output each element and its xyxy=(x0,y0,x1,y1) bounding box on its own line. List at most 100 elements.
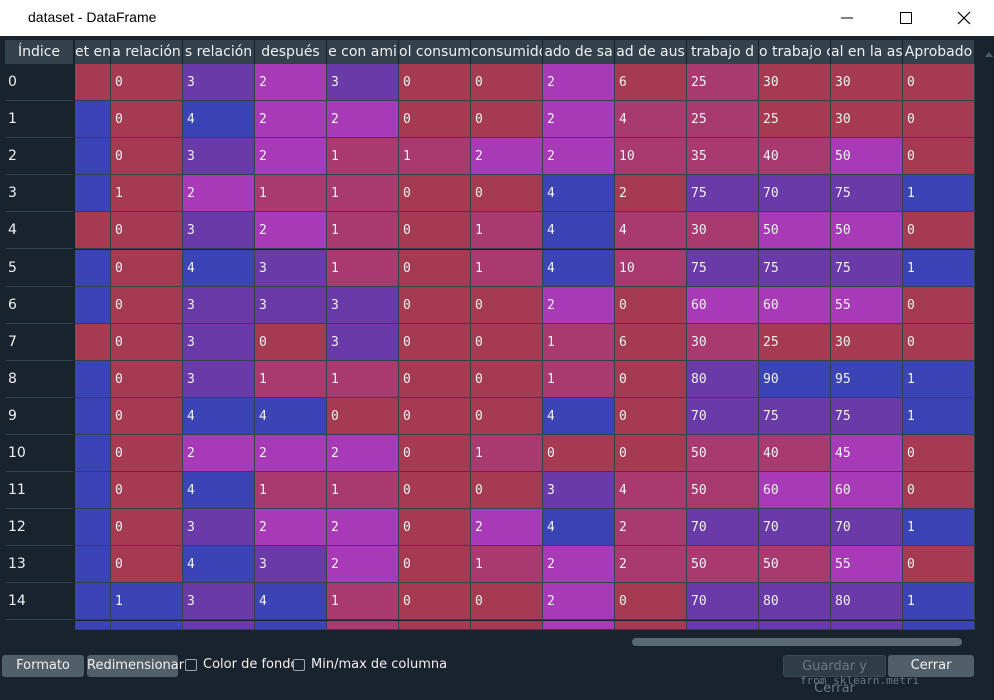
table-cell[interactable]: 1 xyxy=(111,583,183,621)
table-cell[interactable]: 0 xyxy=(399,175,471,213)
table-cell[interactable] xyxy=(75,397,111,435)
table-cell[interactable]: 0 xyxy=(111,101,183,139)
table-cell[interactable]: 75 xyxy=(759,397,831,435)
column-header[interactable]: después xyxy=(255,40,327,64)
vertical-scrollbar[interactable] xyxy=(978,40,994,633)
column-header[interactable]: a relación xyxy=(111,40,183,64)
row-index[interactable]: 0 xyxy=(5,64,73,102)
table-cell[interactable]: 55 xyxy=(831,546,903,584)
table-cell[interactable]: 1 xyxy=(255,175,327,213)
table-cell[interactable]: 0 xyxy=(903,64,975,102)
table-cell[interactable]: 3 xyxy=(255,546,327,584)
table-cell[interactable]: 3 xyxy=(327,323,399,361)
column-header[interactable]: al en la as xyxy=(831,40,903,64)
row-index[interactable]: 9 xyxy=(5,397,73,435)
column-header[interactable]: ado de sa xyxy=(543,40,615,64)
table-cell[interactable]: 25 xyxy=(759,323,831,361)
table-cell[interactable]: 10 xyxy=(615,138,687,176)
table-cell[interactable]: 2 xyxy=(471,509,543,547)
table-cell[interactable]: 0 xyxy=(399,509,471,547)
table-cell[interactable]: 4 xyxy=(543,212,615,250)
table-cell[interactable]: 75 xyxy=(831,249,903,287)
table-cell[interactable]: 3 xyxy=(183,286,255,324)
minimize-button[interactable] xyxy=(824,0,870,36)
table-cell[interactable]: 3 xyxy=(183,360,255,398)
table-cell[interactable]: 1 xyxy=(255,360,327,398)
table-cell[interactable]: 2 xyxy=(543,583,615,621)
table-cell[interactable]: 0 xyxy=(399,435,471,473)
table-cell[interactable]: 0 xyxy=(903,546,975,584)
table-cell[interactable]: 55 xyxy=(831,286,903,324)
table-cell[interactable]: 0 xyxy=(471,286,543,324)
table-cell[interactable]: 30 xyxy=(831,323,903,361)
table-cell[interactable]: 75 xyxy=(687,175,759,213)
table-cell[interactable]: 4 xyxy=(255,583,327,621)
table-cell[interactable]: 6 xyxy=(615,64,687,102)
table-cell[interactable]: 1 xyxy=(471,546,543,584)
table-cell[interactable]: 50 xyxy=(831,212,903,250)
table-cell[interactable]: 1 xyxy=(903,509,975,547)
table-cell[interactable]: 2 xyxy=(615,175,687,213)
table-cell[interactable]: 25 xyxy=(687,64,759,102)
table-cell[interactable]: 0 xyxy=(471,323,543,361)
table-cell[interactable]: 3 xyxy=(183,583,255,621)
table-cell[interactable] xyxy=(75,546,111,584)
row-index[interactable]: 4 xyxy=(5,212,73,250)
table-cell[interactable]: 0 xyxy=(111,397,183,435)
minmax-checkbox[interactable] xyxy=(293,659,305,671)
table-cell[interactable]: 70 xyxy=(687,509,759,547)
table-cell[interactable]: 1 xyxy=(471,212,543,250)
table-cell[interactable]: 95 xyxy=(831,360,903,398)
table-cell[interactable]: 0 xyxy=(471,397,543,435)
table-cell[interactable]: 1 xyxy=(327,360,399,398)
table-cell[interactable]: 0 xyxy=(615,397,687,435)
table-cell[interactable]: 0 xyxy=(327,397,399,435)
table-cell[interactable] xyxy=(75,435,111,473)
table-cell[interactable]: 50 xyxy=(759,546,831,584)
table-cell[interactable]: 2 xyxy=(471,138,543,176)
column-header[interactable]: et en xyxy=(75,40,111,64)
table-cell[interactable]: 30 xyxy=(831,101,903,139)
format-button[interactable]: Formato xyxy=(2,655,84,677)
table-cell[interactable]: 2 xyxy=(615,546,687,584)
table-cell[interactable]: 50 xyxy=(831,138,903,176)
table-cell[interactable]: 75 xyxy=(831,397,903,435)
table-cell[interactable]: 0 xyxy=(111,212,183,250)
table-cell[interactable]: 1 xyxy=(543,360,615,398)
table-cell[interactable]: 1 xyxy=(543,323,615,361)
table-cell[interactable]: 0 xyxy=(471,472,543,510)
column-header[interactable]: Aprobado xyxy=(903,40,975,64)
table-cell[interactable]: 0 xyxy=(399,249,471,287)
table-cell[interactable]: 3 xyxy=(183,323,255,361)
table-cell[interactable]: 0 xyxy=(471,64,543,102)
row-index[interactable]: 14 xyxy=(5,583,73,621)
table-cell[interactable]: 1 xyxy=(327,472,399,510)
column-header[interactable]: ol consum xyxy=(399,40,471,64)
table-cell-partial[interactable] xyxy=(471,620,543,630)
table-cell[interactable]: 80 xyxy=(759,583,831,621)
table-cell[interactable]: 0 xyxy=(903,323,975,361)
table-cell[interactable]: 3 xyxy=(327,64,399,102)
row-index[interactable]: 6 xyxy=(5,286,73,324)
table-cell[interactable]: 2 xyxy=(327,546,399,584)
table-cell[interactable]: 0 xyxy=(543,435,615,473)
table-cell[interactable]: 0 xyxy=(111,286,183,324)
row-index[interactable]: 10 xyxy=(5,435,73,473)
row-index[interactable]: 2 xyxy=(5,138,73,176)
table-cell[interactable]: 2 xyxy=(183,175,255,213)
table-cell[interactable]: 3 xyxy=(183,64,255,102)
table-cell[interactable]: 2 xyxy=(183,435,255,473)
table-cell[interactable]: 6 xyxy=(615,323,687,361)
table-cell[interactable] xyxy=(75,138,111,176)
table-cell[interactable]: 0 xyxy=(471,360,543,398)
table-cell-partial[interactable] xyxy=(687,620,759,630)
table-cell[interactable]: 0 xyxy=(111,435,183,473)
table-cell[interactable]: 1 xyxy=(111,175,183,213)
table-cell[interactable]: 40 xyxy=(759,138,831,176)
table-cell[interactable]: 2 xyxy=(255,509,327,547)
horizontal-scroll-thumb[interactable] xyxy=(632,638,962,646)
table-cell[interactable]: 1 xyxy=(327,212,399,250)
table-cell[interactable]: 60 xyxy=(831,472,903,510)
table-cell[interactable]: 70 xyxy=(687,583,759,621)
table-cell[interactable]: 2 xyxy=(615,509,687,547)
